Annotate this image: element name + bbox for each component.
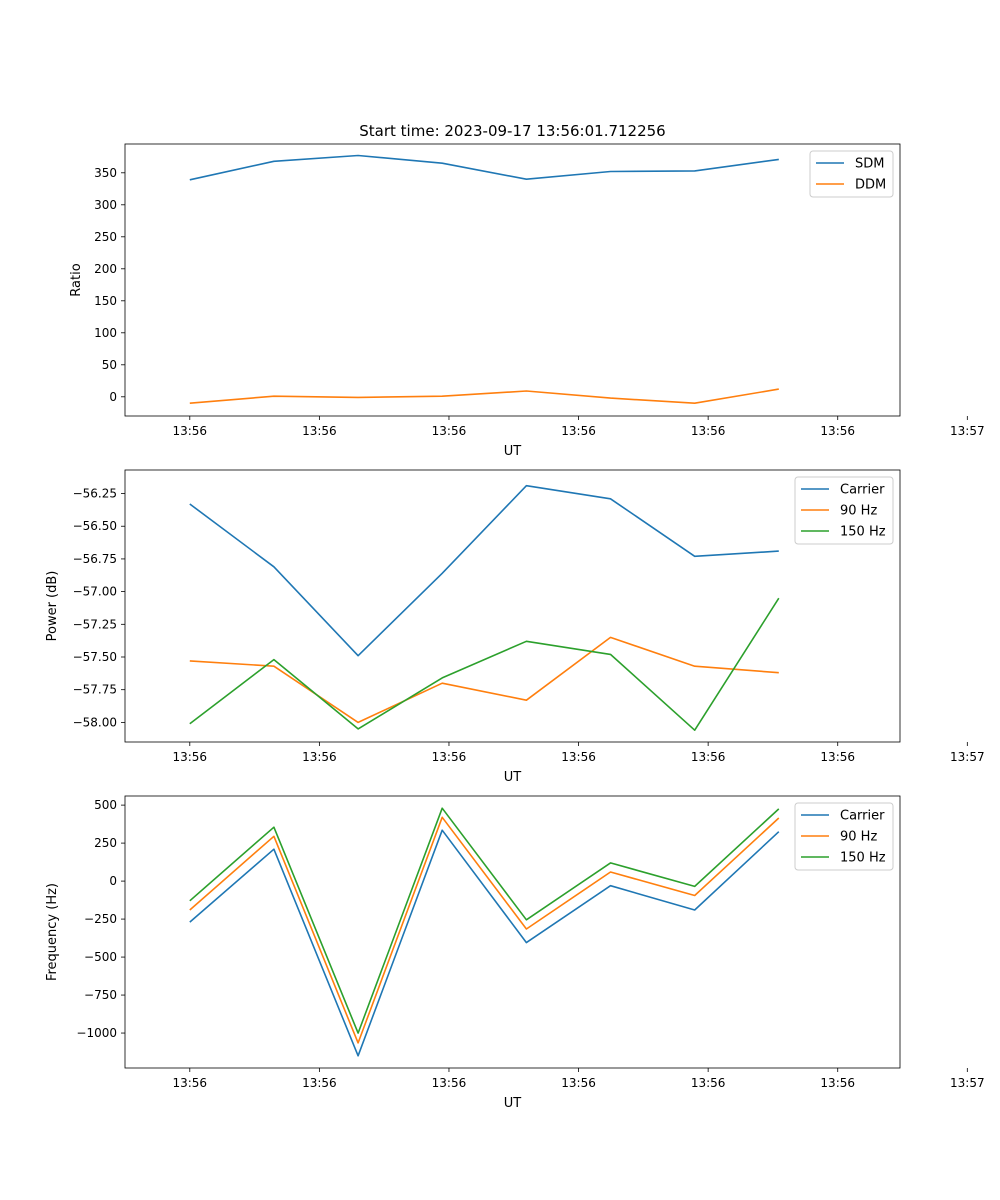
y-tick-label: 0: [109, 874, 117, 888]
series-line-carrier: [189, 484, 779, 657]
x-axis-label: UT: [504, 444, 522, 459]
x-tick-label: 13:56: [302, 750, 337, 764]
y-axis-label: Power (dB): [45, 571, 60, 642]
legend-label-90-hz: 90 Hz: [840, 504, 877, 519]
x-tick-label: 13:56: [691, 424, 726, 438]
y-tick-label: −750: [84, 988, 117, 1002]
legend: Carrier 90 Hz 150 Hz: [794, 802, 894, 871]
axes-frame: [124, 143, 901, 417]
x-tick-label: 13:56: [820, 1076, 855, 1090]
y-tick-label: 350: [94, 166, 117, 180]
y-tick-label: 100: [94, 326, 117, 340]
y-tick-label: 250: [94, 230, 117, 244]
y-tick-label: 150: [94, 294, 117, 308]
y-tick-label: −57.00: [73, 585, 117, 599]
legend-label-ddm: DDM: [855, 178, 886, 193]
y-tick-label: −250: [84, 912, 117, 926]
y-tick-label: −1000: [76, 1026, 117, 1040]
series-line-90-hz: [189, 636, 779, 724]
y-tick-label: −57.50: [73, 650, 117, 664]
legend-label-carrier: Carrier: [840, 809, 885, 824]
series-line-150-hz: [189, 807, 780, 1034]
series-line-ddm: [189, 388, 779, 405]
y-tick-label: 500: [94, 798, 117, 812]
x-tick-label: 13:56: [172, 1076, 207, 1090]
y-tick-label: −500: [84, 950, 117, 964]
x-tick-label: 13:56: [302, 424, 337, 438]
legend-label-90-hz: 90 Hz: [840, 830, 877, 845]
axes-frame: [124, 795, 901, 1069]
subplot-2: 13:56 13:56 13:56 13:56 13:56 13:56 13:57 −58.0…: [45, 469, 985, 785]
y-tick-label: −58.00: [73, 715, 117, 729]
y-tick-label: −56.75: [73, 552, 117, 566]
legend: Carrier 90 Hz 150 Hz: [794, 476, 894, 545]
legend-box: [794, 802, 894, 871]
x-tick-label: 13:57: [950, 750, 985, 764]
y-tick-label: 0: [109, 390, 117, 404]
x-tick-label: 13:56: [172, 424, 207, 438]
y-tick-label: −57.75: [73, 683, 117, 697]
subplot-1: Start time: 2023-09-17 13:56:01.712256 13…: [69, 122, 985, 459]
y-tick-label: −56.50: [73, 519, 117, 533]
y-axis-label: Frequency (Hz): [45, 883, 60, 981]
x-tick-label: 13:57: [950, 1076, 985, 1090]
x-tick-label: 13:56: [432, 424, 467, 438]
legend-box: [794, 476, 894, 545]
x-tick-label: 13:56: [432, 750, 467, 764]
y-tick-label: 300: [94, 198, 117, 212]
series-line-150-hz: [189, 597, 780, 732]
x-axis-label: UT: [504, 1096, 522, 1111]
series-line-carrier: [189, 829, 780, 1057]
axes-frame: [124, 469, 901, 743]
series-line-90-hz: [189, 816, 780, 1044]
x-axis-label: UT: [504, 770, 522, 785]
y-tick-label: 250: [94, 836, 117, 850]
x-tick-label: 13:56: [691, 750, 726, 764]
x-tick-label: 13:56: [561, 750, 596, 764]
y-tick-label: 50: [102, 358, 117, 372]
x-tick-label: 13:56: [820, 750, 855, 764]
legend-label-150-hz: 150 Hz: [840, 525, 886, 540]
x-tick-label: 13:57: [950, 424, 985, 438]
x-tick-label: 13:56: [432, 1076, 467, 1090]
y-tick-label: −57.25: [73, 617, 117, 631]
y-tick-label: 200: [94, 262, 117, 276]
subplot-3: 13:56 13:56 13:56 13:56 13:56 13:56 13:57 −1000…: [45, 795, 985, 1111]
chart-title: Start time: 2023-09-17 13:56:01.712256: [359, 122, 665, 140]
series-line-sdm: [189, 154, 779, 181]
x-tick-label: 13:56: [820, 424, 855, 438]
x-tick-label: 13:56: [302, 1076, 337, 1090]
legend-label-sdm: SDM: [855, 157, 884, 172]
legend-label-150-hz: 150 Hz: [840, 851, 886, 866]
x-tick-label: 13:56: [561, 424, 596, 438]
y-axis-label: Ratio: [69, 263, 84, 296]
x-tick-label: 13:56: [691, 1076, 726, 1090]
legend: SDM DDM: [809, 150, 894, 198]
x-tick-label: 13:56: [561, 1076, 596, 1090]
legend-label-carrier: Carrier: [840, 483, 885, 498]
x-tick-label: 13:56: [172, 750, 207, 764]
y-tick-label: −56.25: [73, 487, 117, 501]
